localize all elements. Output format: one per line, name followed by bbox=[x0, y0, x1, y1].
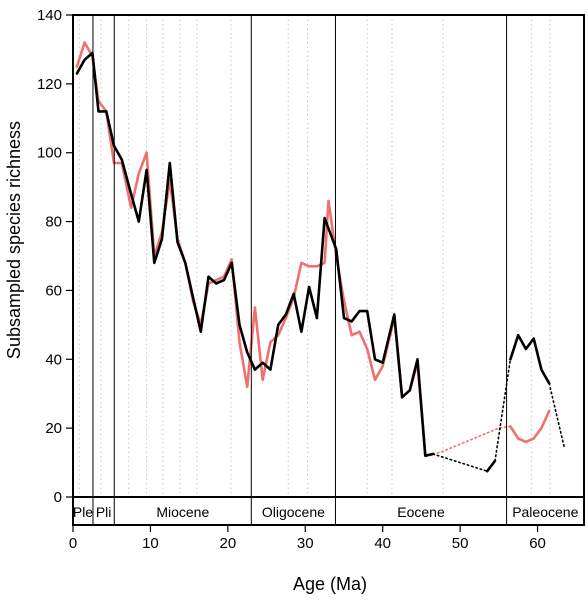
epoch-label-pli: Pli bbox=[96, 504, 112, 520]
black-series-line-8 bbox=[548, 382, 566, 450]
y-axis-title: Subsampled species richness bbox=[4, 121, 24, 359]
y-tick-label: 80 bbox=[45, 214, 62, 231]
red-series-line-0 bbox=[432, 425, 512, 455]
y-tick-label: 20 bbox=[45, 420, 62, 437]
x-axis-title: Age (Ma) bbox=[293, 574, 367, 594]
x-tick-label: 50 bbox=[452, 535, 469, 552]
plot-frame bbox=[72, 14, 585, 526]
black-series-line-5 bbox=[485, 459, 497, 473]
epoch-strip: Ple Pli Miocene Oligocene Eocene Paleocene bbox=[73, 504, 579, 520]
x-tick-label: 40 bbox=[374, 535, 391, 552]
black-series-line-3 bbox=[75, 51, 435, 457]
grid-lines bbox=[78, 15, 551, 497]
series-lines bbox=[75, 41, 566, 473]
epoch-label-ple: Ple bbox=[73, 504, 93, 520]
black-series-line-4 bbox=[432, 453, 488, 472]
red-series-line-2 bbox=[509, 409, 551, 444]
black-series-line-7 bbox=[509, 333, 551, 385]
x-tick-label: 30 bbox=[297, 535, 314, 552]
epoch-label-eocene: Eocene bbox=[397, 504, 445, 520]
y-tick-label: 60 bbox=[45, 282, 62, 299]
x-tick-label: 60 bbox=[529, 535, 546, 552]
axes: 0 20 40 60 80 100 120 140 0 10 20 30 40 50 60 bbox=[37, 7, 585, 552]
x-tick-label: 20 bbox=[220, 535, 237, 552]
y-tick-label: 100 bbox=[37, 145, 62, 162]
x-tick-label: 0 bbox=[69, 535, 77, 552]
x-tick-label: 10 bbox=[142, 535, 159, 552]
red-series-line-1 bbox=[75, 41, 435, 457]
epoch-label-oligocene: Oligocene bbox=[262, 504, 325, 520]
y-tick-label: 140 bbox=[37, 7, 62, 24]
epoch-label-paleocene: Paleocene bbox=[512, 504, 578, 520]
epoch-label-miocene: Miocene bbox=[156, 504, 209, 520]
y-tick-label: 0 bbox=[54, 489, 62, 506]
epoch-boundaries bbox=[92, 15, 508, 525]
y-tick-label: 120 bbox=[37, 76, 62, 93]
black-series-line-6 bbox=[494, 358, 512, 462]
y-tick-label: 40 bbox=[45, 351, 62, 368]
